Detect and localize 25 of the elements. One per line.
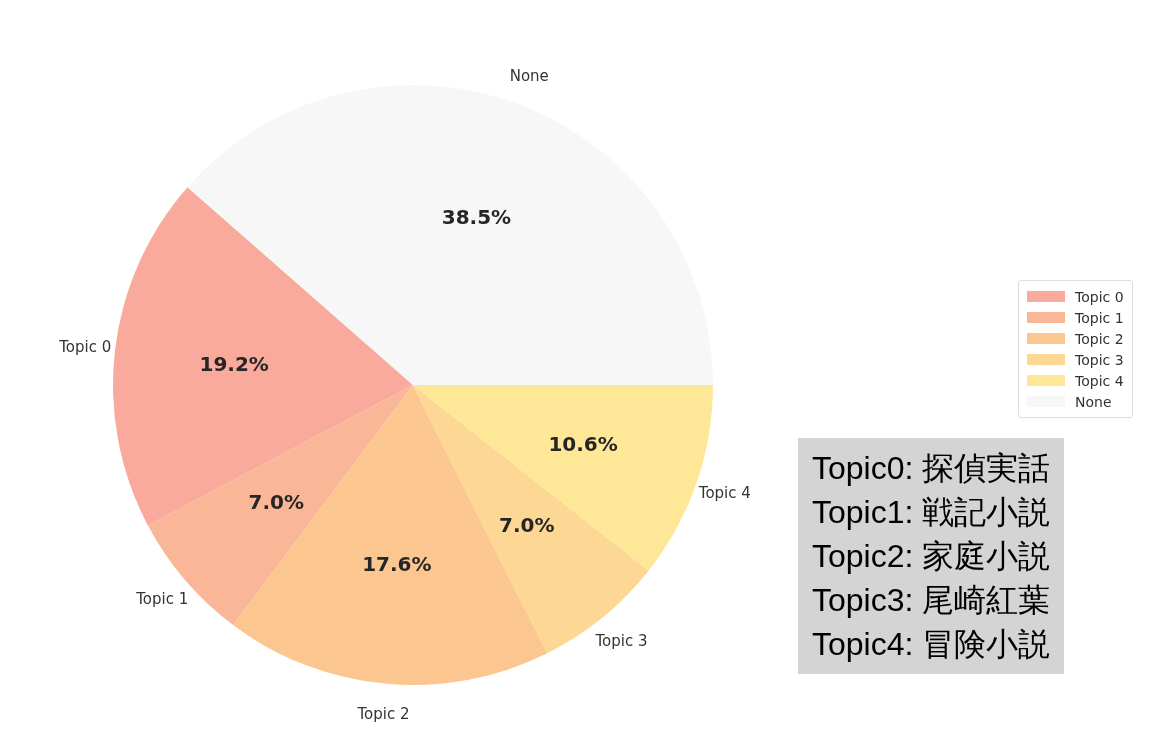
slice-label: Topic 4 — [697, 483, 751, 502]
data-label: 19.2% — [199, 352, 269, 377]
legend-label: Topic 3 — [1075, 351, 1124, 368]
text: Topic2: 家庭小説 — [812, 537, 1051, 576]
legend-label: Topic 0 — [1075, 288, 1124, 305]
legend-label: None — [1075, 393, 1112, 410]
data-label: 17.6% — [362, 552, 432, 577]
text: Topic1: 戦記小説 — [812, 493, 1051, 532]
pie-slice — [113, 187, 413, 526]
legend-label: Topic 4 — [1075, 372, 1124, 389]
text: Topic3: 尾崎紅葉 — [812, 581, 1051, 620]
legend-label: Topic 1 — [1075, 309, 1124, 326]
legend-label: Topic 2 — [1075, 330, 1124, 347]
slice-label: Topic 2 — [356, 704, 410, 723]
text: Topic4: 冒険小説 — [812, 625, 1051, 664]
slice-label: Topic 3 — [594, 631, 648, 650]
data-label: 38.5% — [441, 204, 512, 229]
data-label: 7.0% — [499, 512, 555, 537]
data-label: 10.6% — [548, 431, 618, 456]
text: Topic0: 探偵実話 — [812, 449, 1051, 488]
data-label: 7.0% — [248, 490, 304, 514]
pie-slice — [187, 85, 713, 385]
slice-label: None — [509, 67, 549, 86]
slice-label: Topic 1 — [135, 590, 189, 609]
slice-label: Topic 0 — [58, 337, 112, 356]
